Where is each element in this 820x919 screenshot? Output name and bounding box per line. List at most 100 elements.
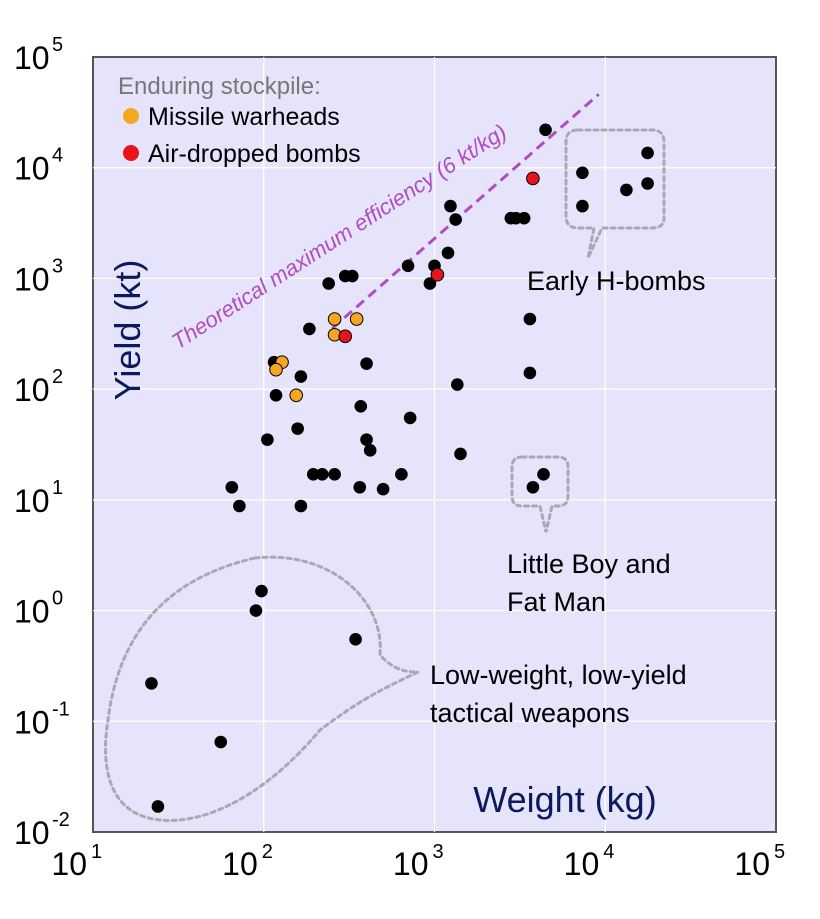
data-point-other [294, 499, 308, 513]
annotation-tactical-line2: tactical weapons [430, 698, 630, 728]
y-tick-exponent: 1 [52, 477, 63, 499]
data-point-other [306, 468, 320, 481]
x-tick-base: 10 [51, 846, 87, 882]
x-tick-label: 10 3 [393, 841, 444, 882]
x-tick-label: 10 4 [564, 841, 615, 882]
data-point-bomb [338, 329, 353, 344]
data-point-other [349, 633, 362, 646]
annotation-little-boy-line1: Little Boy and [507, 549, 671, 579]
data-point-other [403, 411, 417, 425]
data-point-other [322, 277, 335, 290]
data-point-other [360, 433, 373, 446]
data-point-other [315, 468, 329, 481]
y-tick-base: 10 [14, 483, 50, 519]
y-tick-base: 10 [14, 815, 50, 851]
annotation-tactical-line1: Low-weight, low-yield [430, 660, 687, 690]
data-point-other [523, 366, 537, 380]
y-tick-exponent: 3 [52, 255, 63, 277]
x-tick-base: 10 [393, 846, 429, 882]
data-point-other [269, 388, 283, 402]
data-point-bomb [526, 171, 540, 186]
data-point-other [576, 199, 589, 213]
grid [93, 57, 776, 832]
data-point-other [526, 480, 540, 494]
y-tick-label: 10 -1 [14, 698, 70, 740]
legend: Enduring stockpile: Missile warheads Air… [118, 73, 361, 168]
y-tick-label: 10 -2 [14, 809, 70, 851]
efficiency-line [331, 93, 600, 330]
x-tick-exponent: 3 [433, 841, 444, 863]
y-tick-label: 10 3 [14, 255, 63, 297]
data-point-other [641, 177, 654, 190]
data-point-other [338, 269, 352, 283]
x-tick-exponent: 5 [774, 841, 785, 863]
y-tick-base: 10 [14, 594, 50, 630]
x-tick-label: 10 5 [734, 841, 785, 882]
x-axis-label: Weight (kg) [473, 779, 656, 820]
legend-swatch-bomb [123, 145, 139, 161]
legend-entry-bomb: Air-dropped bombs [148, 140, 361, 168]
x-tick-exponent: 1 [91, 841, 102, 863]
data-point-other [354, 399, 368, 413]
data-point-other [303, 322, 316, 336]
data-point-other [576, 166, 589, 180]
y-tick-exponent: -2 [52, 809, 70, 831]
x-tick-base: 10 [734, 846, 770, 882]
data-point-other [423, 277, 437, 290]
legend-entry-missile: Missile warheads [148, 103, 340, 131]
y-tick-exponent: 4 [52, 145, 63, 167]
data-point-other [395, 468, 408, 481]
callout-early-h-bombs [564, 128, 666, 259]
y-axis-label: Yield (kt) [107, 260, 148, 401]
data-point-other [261, 433, 274, 446]
y-tick-exponent: 5 [52, 34, 63, 56]
y-tick-label: 10 2 [14, 366, 63, 408]
data-point-other [641, 146, 654, 160]
data-point-other [214, 735, 228, 749]
data-point-other [376, 482, 390, 496]
data-point-other [255, 584, 268, 598]
callout-tactical [104, 555, 419, 822]
y-tick-label: 10 4 [14, 145, 63, 187]
y-tick-base: 10 [14, 151, 50, 187]
y-tick-base: 10 [14, 704, 50, 740]
data-point-other [517, 211, 531, 225]
data-point-missile [269, 362, 283, 377]
data-point-missile [289, 388, 304, 403]
data-point-other [401, 259, 415, 273]
y-tick-label: 10 0 [14, 588, 63, 630]
data-point-other [620, 183, 633, 197]
callout-little-boy [510, 455, 570, 533]
callout-outlines [104, 128, 666, 822]
data-point-missile [349, 312, 364, 326]
y-tick-base: 10 [14, 261, 50, 297]
y-tick-exponent: 2 [52, 366, 63, 388]
y-tick-label: 10 1 [14, 477, 63, 519]
annotation-early-h-bombs: Early H-bombs [527, 266, 706, 296]
data-point-other [151, 800, 165, 813]
legend-title: Enduring stockpile: [118, 73, 321, 100]
data-point-other [451, 378, 464, 391]
data-points [145, 123, 654, 813]
data-point-other [225, 480, 239, 494]
data-point-missile [327, 312, 342, 326]
x-tick-label: 10 1 [51, 841, 102, 882]
y-tick-base: 10 [14, 372, 50, 408]
y-tick-exponent: -1 [52, 698, 70, 720]
x-tick-base: 10 [222, 846, 258, 882]
x-tick-labels: 10 1 10 2 10 3 10 4 10 5 [51, 841, 785, 882]
data-point-other [294, 370, 308, 383]
data-point-other [441, 246, 455, 260]
data-point-other [449, 213, 462, 226]
y-tick-exponent: 0 [52, 588, 63, 610]
data-point-other [444, 199, 457, 213]
data-point-other [249, 604, 263, 617]
data-point-other [539, 123, 552, 137]
data-point-other [291, 422, 304, 435]
y-tick-label: 10 5 [14, 34, 63, 76]
data-point-other [523, 312, 537, 326]
annotation-little-boy-line2: Fat Man [507, 587, 606, 617]
x-tick-exponent: 2 [262, 841, 273, 863]
data-point-other [353, 480, 367, 494]
